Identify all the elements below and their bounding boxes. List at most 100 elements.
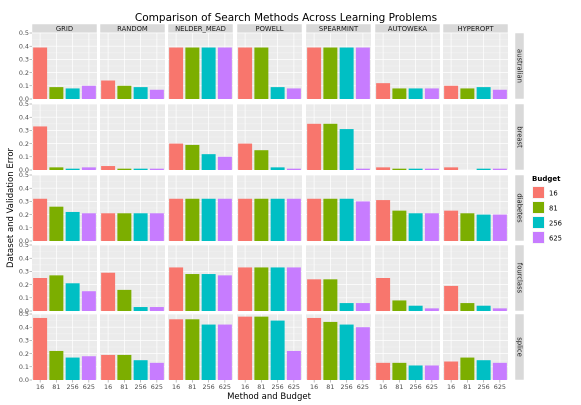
bar-australian-random-256 bbox=[133, 87, 148, 99]
legend-label-625: 625 bbox=[549, 235, 562, 243]
bar-australian-powell-81 bbox=[254, 47, 269, 99]
bar-splice-powell-625 bbox=[286, 350, 301, 380]
x-tick-label: 256 bbox=[272, 383, 284, 391]
y-tick-label: 0.5 bbox=[19, 310, 29, 318]
y-tick-label: 0.3 bbox=[19, 337, 29, 345]
bar-breast-autoweka-81 bbox=[392, 168, 407, 170]
bar-australian-grid-81 bbox=[49, 87, 64, 99]
bar-diabetes-powell-256 bbox=[270, 198, 285, 241]
bar-splice-autoweka-16 bbox=[376, 362, 391, 380]
y-tick-label: 0.2 bbox=[19, 140, 29, 148]
x-tick-label: 81 bbox=[120, 383, 128, 391]
bar-breast-hyperopt-256 bbox=[476, 168, 491, 170]
y-tick-label: 0.1 bbox=[19, 294, 29, 302]
x-tick-label: 256 bbox=[478, 383, 490, 391]
bar-diabetes-grid-81 bbox=[49, 206, 64, 241]
y-tick-label: 0.0 bbox=[19, 166, 29, 174]
bar-splice-hyperopt-16 bbox=[444, 361, 459, 380]
y-tick-label: 0.5 bbox=[19, 100, 29, 108]
bar-australian-spearmint-81 bbox=[323, 47, 338, 99]
x-tick-label: 16 bbox=[172, 383, 180, 391]
bar-diabetes-autoweka-81 bbox=[392, 210, 407, 241]
bar-diabetes-spearmint-625 bbox=[355, 201, 370, 241]
bar-australian-powell-625 bbox=[286, 88, 301, 99]
y-tick-label: 0.3 bbox=[19, 127, 29, 135]
y-tick-label: 0.5 bbox=[19, 171, 29, 179]
bar-breast-hyperopt-16 bbox=[444, 167, 459, 170]
bar-splice-random-256 bbox=[133, 360, 148, 380]
bar-breast-grid-16 bbox=[33, 126, 48, 170]
row-strip-splice bbox=[514, 313, 525, 381]
row-strip-label-splice: splice bbox=[516, 337, 524, 357]
x-tick-label: 625 bbox=[83, 383, 95, 391]
bar-diabetes-autoweka-16 bbox=[376, 200, 391, 241]
bar-fourclass-grid-81 bbox=[49, 275, 64, 311]
x-tick-label: 625 bbox=[151, 383, 163, 391]
y-tick-label: 0.2 bbox=[19, 211, 29, 219]
bar-diabetes-spearmint-16 bbox=[307, 198, 322, 241]
y-axis-title: Dataset and Validation Error bbox=[6, 147, 16, 268]
bar-diabetes-grid-625 bbox=[81, 213, 96, 241]
bar-splice-nelder_mead-16 bbox=[169, 319, 184, 380]
bar-breast-nelder_mead-81 bbox=[185, 144, 200, 170]
bar-diabetes-grid-256 bbox=[65, 211, 80, 241]
bar-diabetes-grid-16 bbox=[33, 198, 48, 241]
legend-title: Budget bbox=[532, 175, 561, 183]
bar-breast-spearmint-81 bbox=[323, 123, 338, 170]
bar-splice-random-625 bbox=[149, 362, 164, 380]
bar-australian-autoweka-16 bbox=[376, 83, 391, 99]
bar-breast-powell-16 bbox=[238, 143, 253, 170]
bar-australian-grid-625 bbox=[81, 85, 96, 99]
bar-breast-random-16 bbox=[101, 166, 116, 170]
x-axis-title: Method and Budget bbox=[227, 392, 312, 402]
legend-swatch-16 bbox=[533, 187, 544, 198]
bar-breast-autoweka-256 bbox=[408, 168, 423, 170]
bar-fourclass-nelder_mead-81 bbox=[185, 274, 200, 311]
x-tick-label: 625 bbox=[219, 383, 231, 391]
y-tick-label: 0.1 bbox=[19, 224, 29, 232]
bar-diabetes-hyperopt-256 bbox=[476, 214, 491, 241]
y-tick-label: 0.4 bbox=[19, 184, 29, 192]
x-tick-label: 625 bbox=[426, 383, 438, 391]
strip-label-hyperopt: HYPEROPT bbox=[458, 25, 495, 33]
bar-diabetes-random-625 bbox=[149, 213, 164, 241]
x-tick-label: 256 bbox=[135, 383, 147, 391]
bar-splice-spearmint-625 bbox=[355, 327, 370, 380]
y-tick-label: 0.1 bbox=[19, 82, 29, 90]
bar-australian-powell-16 bbox=[238, 47, 253, 99]
bar-splice-powell-256 bbox=[270, 320, 285, 380]
bar-australian-nelder_mead-16 bbox=[169, 47, 184, 99]
bar-fourclass-random-81 bbox=[117, 289, 132, 311]
bar-fourclass-powell-256 bbox=[270, 267, 285, 311]
y-tick-label: 0.3 bbox=[19, 268, 29, 276]
bar-fourclass-autoweka-256 bbox=[408, 305, 423, 311]
row-strip-label-diabetes: diabetes bbox=[516, 193, 524, 223]
bar-fourclass-hyperopt-256 bbox=[476, 305, 491, 311]
bar-australian-autoweka-625 bbox=[424, 88, 439, 99]
bar-breast-random-625 bbox=[149, 168, 164, 170]
bar-breast-spearmint-256 bbox=[339, 129, 354, 170]
row-strip-fourclass bbox=[514, 244, 525, 312]
bar-diabetes-spearmint-256 bbox=[339, 198, 354, 241]
x-tick-label: 625 bbox=[288, 383, 300, 391]
bar-australian-spearmint-16 bbox=[307, 47, 322, 99]
legend-label-16: 16 bbox=[549, 190, 558, 198]
bar-diabetes-autoweka-625 bbox=[424, 213, 439, 241]
y-tick-label: 0.5 bbox=[19, 29, 29, 37]
bar-splice-random-16 bbox=[101, 354, 116, 380]
bar-fourclass-grid-16 bbox=[33, 278, 48, 311]
bar-australian-nelder_mead-256 bbox=[201, 47, 216, 99]
bar-splice-autoweka-625 bbox=[424, 365, 439, 380]
bar-splice-autoweka-81 bbox=[392, 362, 407, 380]
bar-breast-nelder_mead-625 bbox=[217, 156, 232, 170]
bar-fourclass-hyperopt-81 bbox=[460, 303, 475, 311]
x-tick-label: 16 bbox=[310, 383, 318, 391]
x-tick-label: 256 bbox=[410, 383, 422, 391]
row-strip-label-australian: australian bbox=[516, 49, 524, 83]
bar-breast-autoweka-625 bbox=[424, 168, 439, 170]
y-tick-label: 0.4 bbox=[19, 42, 29, 50]
bar-breast-spearmint-625 bbox=[355, 168, 370, 170]
bar-breast-powell-81 bbox=[254, 150, 269, 170]
bar-splice-autoweka-256 bbox=[408, 365, 423, 380]
